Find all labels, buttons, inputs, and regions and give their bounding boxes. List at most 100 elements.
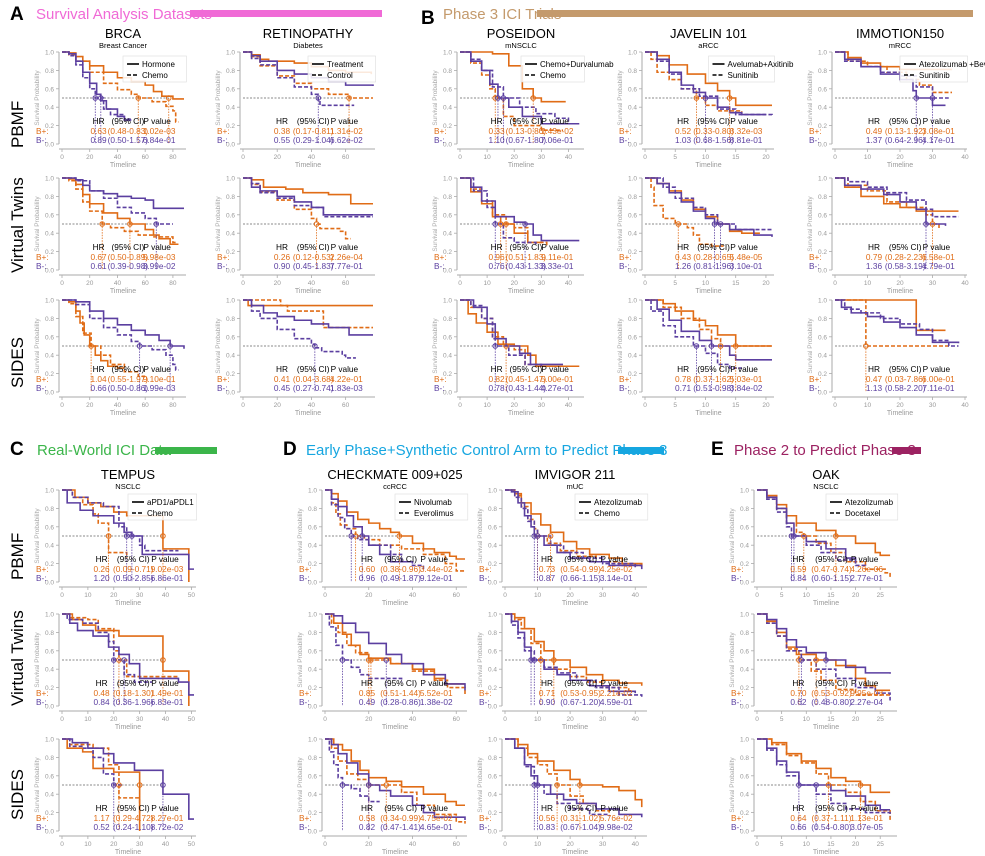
- y-tick-label: 0.6: [45, 334, 54, 341]
- km-curve-b-minus-control: [505, 613, 643, 697]
- stats-p-bminus: 9.12e-01: [420, 573, 453, 583]
- km-curve-b-plus-control: [62, 299, 146, 378]
- x-tick-label: 0: [60, 280, 64, 287]
- stats-header-hr: HR: [361, 554, 373, 564]
- stats-header-hr: HR: [276, 364, 288, 374]
- stats-header-p: P value: [541, 242, 569, 252]
- km-curve-b-minus-control: [325, 613, 403, 683]
- legend-box: [394, 493, 469, 521]
- median-marker: [365, 782, 372, 788]
- x-tick-label: 20: [896, 402, 904, 409]
- y-tick-label: 0.6: [308, 648, 317, 655]
- median-marker: [116, 657, 122, 663]
- stats-hr-bminus: 1.37: [866, 135, 883, 145]
- stats-header-hr: HR: [677, 364, 689, 374]
- stats-header-ci: (95% CI): [510, 242, 543, 252]
- stats-ci-bminus: (0.51-0.98): [693, 383, 734, 393]
- stats-label-bminus: B-:: [809, 383, 820, 393]
- y-tick-label: 0.0: [45, 390, 54, 397]
- x-tick-label: 5: [673, 280, 677, 287]
- stats-ci-bplus: (0.28-0.65): [693, 252, 734, 262]
- x-tick-label: 10: [702, 402, 710, 409]
- y-tick-label: 0.8: [818, 194, 827, 201]
- stats-header-p: P value: [331, 242, 359, 252]
- stats-p-bplus: 1.43e-02: [541, 126, 574, 136]
- section-title-c: Real-World ICI Data: [37, 442, 171, 459]
- stats-hr-bplus: 0.26: [94, 564, 111, 574]
- y-tick-label: 0.8: [628, 68, 637, 75]
- median-marker: [339, 782, 346, 788]
- stats-ci-bplus: (0.03-7.86): [885, 374, 926, 384]
- x-tick-label: 40: [961, 280, 969, 287]
- stats-label-bminus: B-:: [217, 261, 228, 271]
- median-marker: [129, 533, 135, 539]
- legend-solid-label: Atezolizumab +Bevacizumab: [919, 60, 985, 69]
- stats-label-bplus: B+:: [36, 564, 49, 574]
- stats-header-hr: HR: [96, 554, 108, 564]
- stats-p-bplus: 9.10e-01: [143, 374, 176, 384]
- y-tick-label: 0.0: [45, 142, 54, 149]
- km-plot-retinopathy-0: 0.0 0.2 0.4 0.6 0.8 1.0 Survival Probability 0 2…: [215, 50, 376, 169]
- y-tick-label: 0.8: [443, 194, 452, 201]
- plot-title-checkmate: CHECKMATE 009+025: [327, 467, 463, 482]
- x-tick-label: 40: [162, 716, 170, 723]
- legend-box: [825, 493, 899, 521]
- stats-header-hr: HR: [491, 116, 503, 126]
- km-curve-b-minus-control: [757, 489, 867, 568]
- km-curve-b-minus-control: [62, 299, 179, 371]
- stats-hr-bplus: 0.56: [539, 813, 556, 823]
- stats-hr-bplus: 0.71: [539, 688, 556, 698]
- stats-p-bminus: 3.33e-01: [541, 261, 574, 271]
- legend-dashed-label: Chemo: [142, 71, 168, 80]
- y-tick-label: 0.4: [628, 353, 637, 360]
- stats-p-bplus: 3.32e-03: [730, 126, 763, 136]
- y-tick-label: 0.2: [45, 123, 54, 130]
- plot-subtitle-immotion: mRCC: [888, 41, 912, 50]
- y-tick-label: 0.4: [488, 792, 497, 799]
- stats-ci-bminus: (0.48-0.80): [811, 697, 852, 707]
- x-tick-label: 60: [453, 592, 461, 599]
- x-tick-label: 0: [503, 592, 507, 599]
- km-plot-immotion-2: 0.0 0.2 0.4 0.6 0.8 1.0 Survival Probability 0 1…: [807, 298, 969, 418]
- stats-ci-bminus: (0.39-0.98): [108, 261, 149, 271]
- y-tick-label: 0.4: [45, 792, 54, 799]
- x-tick-label: 10: [702, 154, 710, 161]
- stats-p-bplus: 9.02e-03: [151, 564, 184, 574]
- legend-solid-label: Atezolizumab: [594, 498, 643, 507]
- stats-ci-bplus: (0.37-1.11): [812, 813, 852, 823]
- km-curve-b-minus-treatment: [645, 299, 772, 361]
- km-curve-b-plus-treatment: [460, 299, 580, 368]
- stats-label-bplus: B+:: [299, 564, 312, 574]
- y-tick-label: 0.2: [488, 561, 497, 568]
- x-tick-label: 40: [308, 280, 316, 287]
- x-tick-label: 15: [732, 402, 740, 409]
- x-tick-label: 0: [503, 841, 507, 848]
- km-curve-b-minus-control: [505, 738, 610, 817]
- stats-header-p: P value: [923, 242, 951, 252]
- x-tick-label: 40: [114, 402, 122, 409]
- stats-p-bplus: 5.03e-01: [730, 374, 763, 384]
- stats-p-bminus: 6.62e-02: [330, 135, 363, 145]
- stats-ci-bplus: (0.51-1.83): [506, 252, 547, 262]
- median-marker: [167, 343, 173, 349]
- y-tick-label: 0.4: [45, 353, 54, 360]
- km-curve-b-plus-control: [460, 177, 548, 247]
- km-plot-retinopathy-2: 0.0 0.2 0.4 0.6 0.8 1.0 Survival Probability 0 2…: [215, 298, 375, 417]
- stats-header-hr: HR: [541, 554, 553, 564]
- y-tick-label: 0.0: [488, 580, 497, 587]
- x-tick-label: 15: [827, 592, 835, 599]
- legend-box: [899, 55, 968, 83]
- stats-label-bminus: B-:: [731, 697, 742, 707]
- x-tick-label: 25: [877, 592, 885, 599]
- median-marker: [383, 782, 390, 788]
- x-tick-label: 15: [732, 154, 740, 161]
- median-marker: [825, 782, 832, 788]
- x-tick-label: 40: [632, 841, 640, 848]
- x-tick-label: 40: [565, 154, 573, 161]
- x-tick-label: 20: [86, 280, 94, 287]
- y-tick-label: 0.4: [628, 231, 637, 238]
- x-axis-label: Timeline: [695, 162, 721, 169]
- km-curve-b-plus-treatment: [243, 177, 373, 205]
- legend-solid-label: aPD1/aPDL1: [147, 498, 194, 507]
- y-tick-label: 0.6: [443, 86, 452, 93]
